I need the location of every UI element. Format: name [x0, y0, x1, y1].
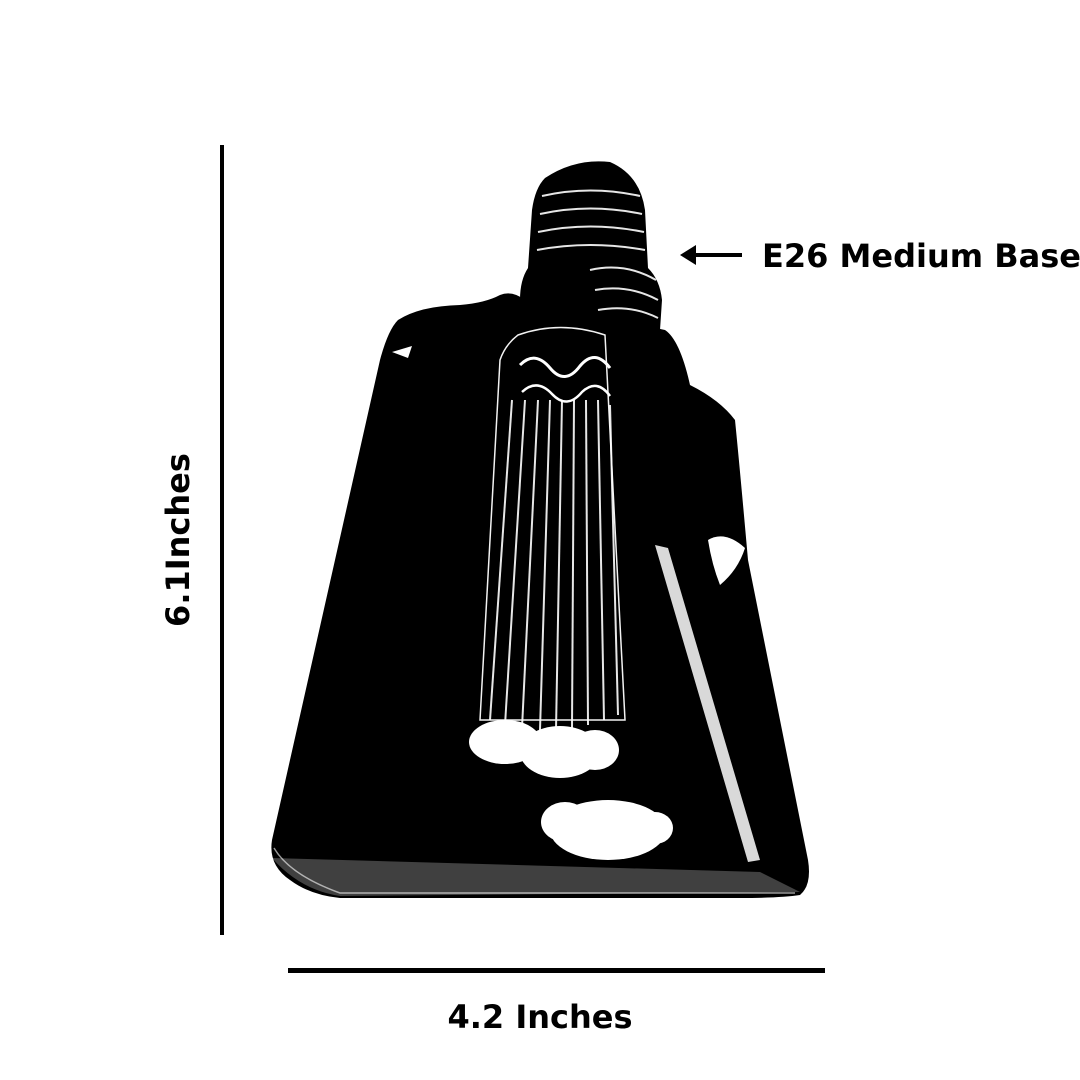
arrow-left-icon [680, 245, 742, 265]
glass-stem [479, 326, 626, 721]
height-dimension-line [220, 145, 224, 935]
filament-top [518, 356, 612, 378]
filaments [489, 399, 619, 731]
filament-glow [469, 720, 673, 860]
glass-reflections [272, 346, 800, 896]
filament-top-2 [521, 384, 612, 403]
width-label: 4.2 Inches [447, 998, 633, 1036]
base-callout-label: E26 Medium Base [762, 237, 1080, 275]
glass-bottom-edge [273, 847, 795, 894]
height-label: 6.1Inches [159, 453, 197, 627]
width-dimension-line [288, 968, 825, 973]
screw-threads [536, 189, 659, 319]
